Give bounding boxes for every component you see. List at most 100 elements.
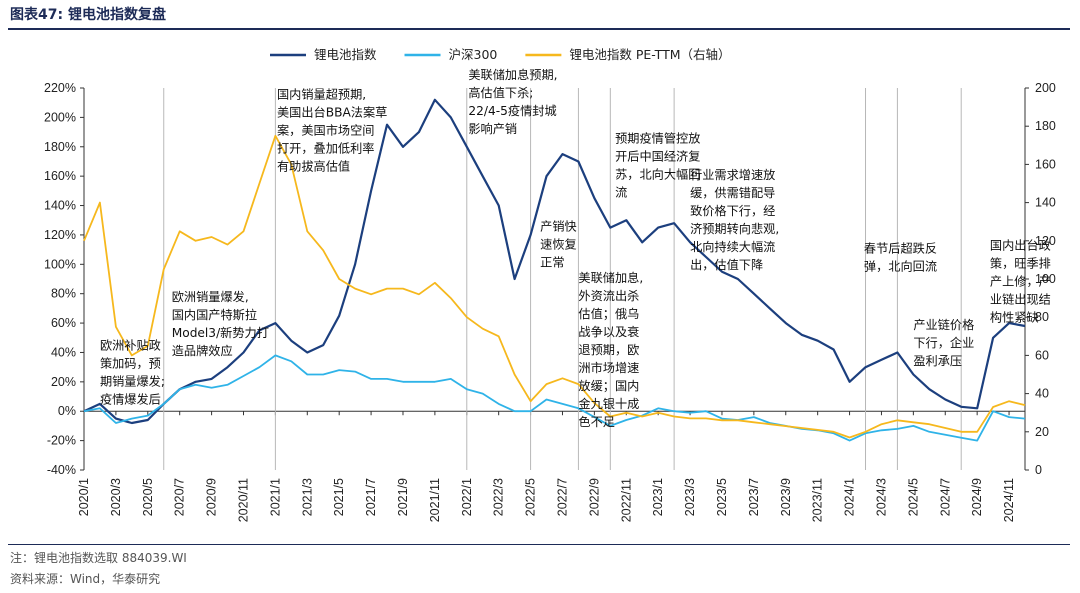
x-tick-label: 2024/7	[938, 478, 952, 516]
annotation-0: 欧洲补贴政策加码，预期销量爆发; 疫情爆发后	[100, 339, 165, 407]
y-right-tick-label: 120	[1035, 234, 1056, 248]
y-left-tick-label: 180%	[44, 140, 76, 154]
x-tick-label: 2021/5	[332, 478, 346, 516]
y-right-tick-label: 200	[1035, 81, 1056, 95]
y-right-tick-label: 0	[1035, 463, 1042, 477]
annotation-line: 正常	[540, 256, 564, 270]
y-left-tick-label: 60%	[51, 316, 76, 330]
x-tick-label: 2020/11	[236, 478, 250, 522]
annotation-line: 策加码，预	[100, 356, 161, 371]
annotation-line: 影响产销	[468, 121, 517, 136]
annotation-line: 产销快	[540, 220, 577, 234]
annotation-line: Model3/新势力打	[172, 325, 269, 340]
x-tick-label: 2022/11	[619, 478, 633, 522]
annotation-3: 美联储加息预期, 高估值下杀; 22/4-5疫情封城影响产销	[468, 67, 557, 136]
y-left-tick-label: 0%	[58, 404, 76, 418]
legend-label-2: 锂电池指数 PE-TTM（右轴）	[569, 47, 730, 62]
x-tick-label: 2021/11	[428, 478, 442, 522]
x-tick-label: 2024/3	[874, 478, 888, 516]
annotation-line: 产上修，产	[990, 274, 1051, 289]
figure-title: 图表47: 锂电池指数复盘	[10, 7, 166, 23]
annotation-line: 放缓；国内	[578, 378, 639, 393]
annotation-line: 盈利承压	[913, 354, 962, 368]
x-tick-label: 2024/9	[970, 478, 984, 516]
annotation-line: 美联储加息,	[578, 270, 643, 285]
annotation-line: 产业链价格	[913, 317, 974, 332]
annotation-line: 国内出台政	[990, 238, 1051, 253]
legend-label-0: 锂电池指数	[314, 47, 377, 62]
annotation-line: 行业需求增速放	[690, 167, 775, 182]
annotation-line: 案，美国市场空间	[277, 122, 375, 137]
x-tick-label: 2023/11	[811, 478, 825, 522]
x-tick-label: 2024/11	[1002, 478, 1016, 522]
y-left-tick-label: 40%	[51, 345, 76, 359]
annotation-line: 金九银十成	[578, 396, 639, 411]
y-left-tick-label: 120%	[44, 228, 76, 242]
x-tick-label: 2023/3	[683, 478, 697, 516]
annotation-2: 国内销量超预期, 美国出台BBA法案草案，美国市场空间打开，叠加低利率有助拔高估值	[277, 86, 387, 173]
y-right-tick-label: 180	[1035, 119, 1056, 133]
y-left-tick-label: 100%	[44, 257, 76, 271]
annotation-line: 济预期转向悲观,	[690, 221, 779, 236]
annotation-line: 造品牌效应	[172, 343, 233, 358]
x-tick-label: 2020/7	[173, 478, 187, 516]
y-left-tick-label: -20%	[47, 434, 76, 448]
x-tick-label: 2021/3	[300, 478, 314, 516]
annotation-line: 疫情爆发后	[100, 392, 161, 407]
annotation-line: 外资流出杀	[578, 288, 639, 303]
annotation-6: 美联储加息, 外资流出杀估值；俄乌战争以及衰退预期，欧洲市场增速放缓；国内金九银十…	[578, 270, 643, 429]
x-tick-label: 2020/9	[205, 478, 219, 516]
annotation-line: 北向持续大幅流	[690, 239, 775, 254]
x-tick-label: 2023/5	[715, 478, 729, 516]
annotation-4: 产销快速恢复正常	[540, 220, 577, 270]
x-tick-label: 2023/1	[651, 478, 665, 516]
series-line-1	[83, 354, 1026, 442]
annotation-line: 速恢复	[540, 238, 577, 252]
y-right-tick-label: 40	[1035, 387, 1049, 401]
series-line-2	[83, 134, 1026, 439]
annotation-line: 致价格下行，经	[690, 203, 775, 218]
source-note: 资料来源：Wind，华泰研究	[10, 572, 161, 586]
annotation-line: 洲市场增速	[578, 360, 639, 375]
annotation-line: 策，旺季排	[990, 256, 1051, 271]
footnote: 注：锂电池指数选取 884039.WI	[10, 551, 187, 565]
annotation-line: 预期疫情管控放	[615, 130, 700, 145]
annotation-7: 行业需求增速放缓，供需错配导致价格下行，经济预期转向悲观, 北向持续大幅流出，估值…	[690, 167, 779, 272]
y-right-tick-label: 140	[1035, 196, 1056, 210]
y-left-tick-label: 140%	[44, 199, 76, 213]
x-tick-label: 2023/9	[779, 478, 793, 516]
x-tick-label: 2020/1	[77, 478, 91, 516]
annotation-line: 弹，北向回流	[864, 259, 937, 274]
y-left-tick-label: 160%	[44, 169, 76, 183]
annotation-line: 构性紧缺	[990, 310, 1039, 325]
top-rule	[8, 28, 1070, 30]
annotation-line: 欧洲销量爆发,	[172, 289, 249, 304]
annotation-line: 有助拔高估值	[277, 158, 350, 173]
x-tick-label: 2022/7	[555, 478, 569, 516]
annotation-10: 国内出台政策，旺季排产上修，产业链出现结构性紧缺	[990, 238, 1051, 325]
annotation-line: 美国出台BBA法案草	[277, 104, 387, 119]
annotation-line: 春节后超跌反	[864, 241, 937, 256]
y-left-tick-label: 20%	[51, 375, 76, 389]
annotation-line: 美联储加息预期,	[468, 67, 557, 82]
x-tick-label: 2022/3	[492, 478, 506, 516]
annotation-line: 国内销量超预期,	[277, 86, 366, 101]
annotation-line: 战争以及衰	[578, 324, 639, 339]
annotation-line: 色不足	[578, 415, 615, 429]
annotation-5: 预期疫情管控放开后中国经济复苏，北向大幅回流	[615, 130, 700, 199]
x-tick-label: 2020/5	[141, 478, 155, 516]
y-right-tick-label: 20	[1035, 425, 1049, 439]
y-right-tick-label: 160	[1035, 157, 1056, 171]
legend-label-1: 沪深300	[449, 47, 498, 62]
x-tick-label: 2021/7	[364, 478, 378, 516]
x-tick-label: 2022/5	[524, 478, 538, 516]
annotation-line: 下行，企业	[913, 335, 974, 350]
y-right-tick-label: 60	[1035, 348, 1049, 362]
annotation-line: 开后中国经济复	[615, 148, 700, 163]
x-tick-label: 2022/9	[587, 478, 601, 516]
x-tick-label: 2020/3	[109, 478, 123, 516]
x-tick-label: 2021/1	[268, 478, 282, 516]
annotation-line: 业链出现结	[990, 292, 1051, 307]
y-left-tick-label: 220%	[44, 81, 76, 95]
